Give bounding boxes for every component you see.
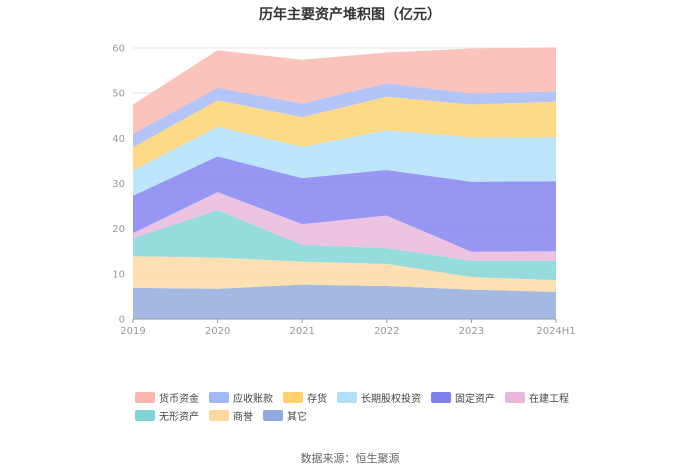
legend-swatch: [135, 409, 155, 421]
legend-label: 存货: [307, 393, 327, 405]
x-tick-label: 2023: [459, 326, 484, 337]
area-series-应收账款: [133, 83, 556, 148]
area-series-长期股权投资: [133, 126, 556, 196]
legend-swatch: [505, 391, 525, 403]
legend-label: 长期股权投资: [361, 393, 421, 405]
x-tick-label: 2022: [374, 326, 399, 337]
legend-item[interactable]: 其它: [263, 406, 307, 424]
area-series-存货: [133, 96, 556, 171]
area-series-固定资产: [133, 156, 556, 252]
stacked-area-chart: 0 10 20 30 40 50 60 2019 2020 2021 2022 2023 2024H1: [112, 44, 575, 338]
legend-label: 应收账款: [233, 393, 273, 405]
legend-swatch: [263, 409, 283, 421]
legend-label: 其它: [287, 411, 307, 423]
legend-label: 货币资金: [159, 393, 199, 405]
legend-swatch: [431, 391, 451, 403]
area-series-商誉: [133, 256, 556, 292]
legend-label: 固定资产: [455, 393, 495, 405]
area-series-在建工程: [133, 192, 556, 261]
legend-item[interactable]: 长期股权投资: [337, 388, 421, 406]
legend-swatch: [135, 391, 155, 403]
legend-label: 在建工程: [529, 393, 569, 405]
legend-swatch: [337, 391, 357, 403]
data-source: 数据来源：恒生聚源: [300, 452, 400, 465]
area-series-其它: [133, 284, 556, 319]
y-tick-label: 30: [112, 179, 125, 190]
legend-item[interactable]: 在建工程: [505, 388, 569, 406]
legend-item[interactable]: 货币资金: [135, 388, 199, 406]
y-tick-label: 40: [112, 134, 125, 145]
legend-row: 货币资金 应收账款 存货 长期股权投资 固定资产 在建工程: [135, 388, 595, 406]
legend-label: 无形资产: [159, 411, 199, 423]
y-tick-label: 20: [112, 224, 125, 235]
legend-label: 商誉: [233, 411, 253, 423]
legend-item[interactable]: 应收账款: [209, 388, 273, 406]
y-tick-label: 10: [112, 269, 125, 280]
y-tick-label: 0: [119, 315, 125, 326]
legend-item[interactable]: 商誉: [209, 406, 253, 424]
legend-item[interactable]: 无形资产: [135, 406, 199, 424]
y-tick-label: 50: [112, 89, 125, 100]
area-series-货币资金: [133, 47, 556, 134]
legend-item[interactable]: 固定资产: [431, 388, 495, 406]
x-tick-label: 2020: [205, 326, 230, 337]
legend-swatch: [209, 409, 229, 421]
x-tick-label: 2019: [120, 326, 145, 337]
chart-title: 历年主要资产堆积图（亿元）: [259, 7, 441, 23]
y-tick-label: 60: [112, 44, 125, 55]
legend-swatch: [283, 391, 303, 403]
legend-swatch: [209, 391, 229, 403]
area-series-无形资产: [133, 210, 556, 281]
legend-row: 无形资产 商誉 其它: [135, 406, 595, 424]
x-tick-label: 2024H1: [536, 326, 575, 337]
legend-item[interactable]: 存货: [283, 388, 327, 406]
legend: 货币资金 应收账款 存货 长期股权投资 固定资产 在建工程无形资产 商誉 其它: [135, 388, 595, 424]
x-tick-label: 2021: [289, 326, 314, 337]
